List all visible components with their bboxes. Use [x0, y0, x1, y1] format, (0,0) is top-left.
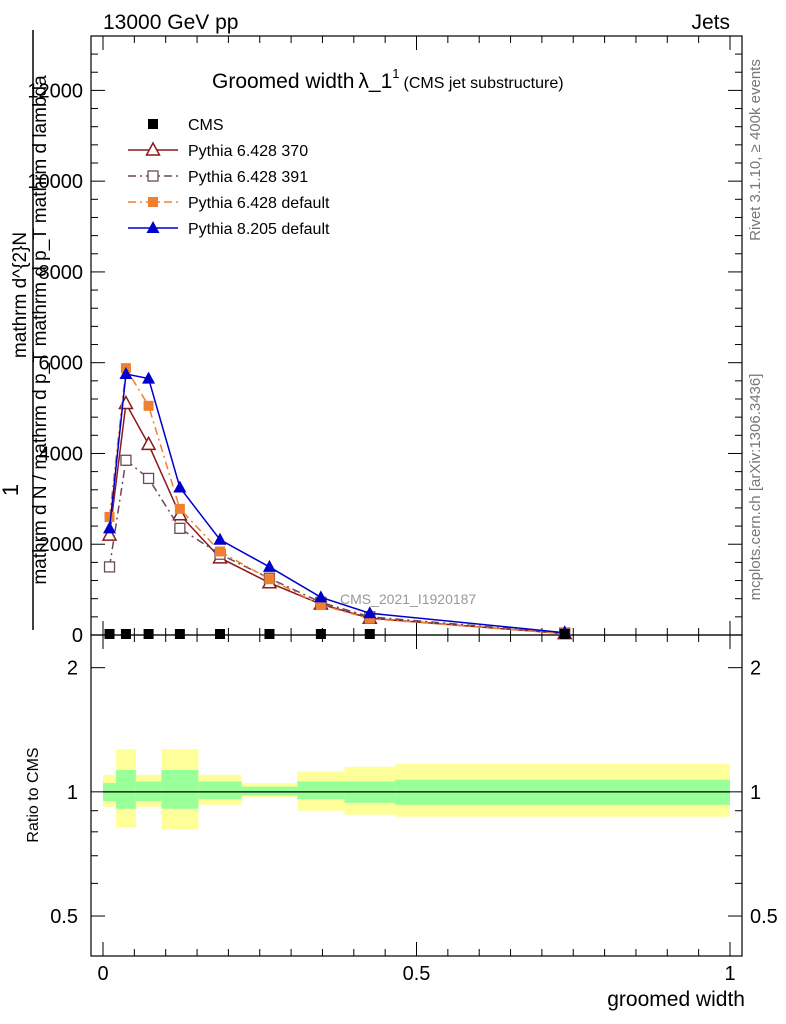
data-point — [173, 480, 187, 493]
data-point — [363, 606, 377, 619]
x-tick-label: 0.5 — [403, 963, 431, 985]
data-point — [314, 590, 328, 603]
data-point — [262, 559, 276, 572]
data-point — [213, 532, 227, 545]
series-pythia-8-205-default — [103, 367, 572, 638]
legend-item: CMS — [148, 117, 224, 134]
chart-title: Groomed width λ_11 (CMS jet substructure) — [212, 66, 564, 93]
legend-item: Pythia 8.205 default — [128, 221, 330, 238]
ratio-y-tick-label: 0.5 — [50, 906, 78, 928]
data-point — [264, 574, 275, 585]
legend-marker — [147, 170, 159, 182]
data-point — [120, 454, 132, 466]
legend-label: Pythia 6.428 391 — [188, 169, 308, 186]
legend-item: Pythia 6.428 default — [128, 195, 330, 212]
chart-title-superscript: 1 — [392, 66, 399, 81]
data-point — [143, 400, 154, 411]
data-point — [142, 371, 156, 384]
data-point — [142, 472, 155, 485]
chart-title-text: Groomed width — [212, 70, 354, 93]
data-point — [104, 512, 115, 522]
data-point — [174, 522, 186, 534]
ratio-y-tick-label: 1 — [67, 782, 78, 804]
header-left: 13000 GeV pp — [103, 11, 238, 34]
ratio-y-tick-label-right: 2 — [750, 658, 761, 680]
data-point — [140, 435, 157, 451]
watermark: CMS_2021_I1920187 — [340, 591, 476, 607]
series-pythia-6-428-391 — [103, 454, 571, 639]
ratio-layer — [103, 749, 730, 830]
data-point — [103, 521, 117, 534]
rivet-label: Rivet 3.1.10, ≥ 400k events — [747, 59, 764, 241]
ratio-plot-frame: 0 0.5 1 0.5 0.5 1 1 2 2 — [50, 634, 778, 985]
legend-marker — [146, 221, 160, 233]
data-point — [143, 629, 154, 639]
y-axis-label: 1 mathrm d^{2}N mathrm d N / mathrm d p_… — [0, 30, 51, 630]
legend-item: Pythia 6.428 391 — [128, 169, 308, 186]
y-label-numerator: mathrm d^{2}N — [10, 232, 31, 358]
data-point — [104, 629, 115, 639]
y-tick-label: 10000 — [27, 171, 83, 193]
ratio-stat-band — [198, 781, 242, 800]
ratio-stat-band — [116, 769, 136, 809]
x-tick-label: 0 — [97, 963, 108, 985]
y-label-denominator: mathrm d N / mathrm d p_T mathrm d p_T m… — [30, 75, 51, 585]
y-tick-label: 12000 — [27, 80, 83, 102]
ratio-y-label: Ratio to CMS — [25, 747, 42, 842]
ratio-stat-band — [297, 781, 345, 800]
legend-marker — [148, 119, 158, 129]
mcplots-label: mcplots.cern.ch [arXiv:1306.3436] — [747, 374, 764, 601]
data-point — [559, 629, 570, 639]
legend-label: CMS — [188, 117, 224, 134]
legend-label: Pythia 6.428 370 — [188, 143, 308, 160]
y-tick-label: 4000 — [39, 443, 84, 465]
data-point — [364, 613, 375, 624]
chart-title-symbol: λ_1 — [358, 70, 392, 93]
data-point — [174, 503, 185, 514]
chart-subtitle: (CMS jet substructure) — [404, 75, 564, 92]
data-point — [364, 629, 375, 639]
data-point — [315, 600, 326, 611]
ratio-y-tick-label-right: 1 — [750, 782, 761, 804]
legend-marker — [148, 197, 158, 207]
data-point — [103, 561, 116, 573]
legend: CMS Pythia 6.428 370 Pythia 6.428 391 Pythi… — [128, 117, 330, 238]
data-point — [315, 629, 326, 639]
data-point — [101, 526, 118, 541]
y-tick-label: 0 — [72, 625, 83, 647]
ratio-y-tick-label-right: 0.5 — [750, 906, 778, 928]
data-point — [214, 629, 225, 639]
y-tick-label: 8000 — [39, 262, 84, 284]
ratio-stat-band — [135, 781, 162, 802]
legend-marker — [145, 141, 161, 156]
series-line — [108, 365, 565, 635]
series-cms — [104, 629, 570, 639]
legend-label: Pythia 8.205 default — [188, 221, 330, 238]
series-layer — [101, 363, 573, 640]
data-point — [214, 546, 225, 557]
header-right: Jets — [691, 11, 730, 34]
x-tick-label: 1 — [724, 963, 735, 985]
ratio-y-tick-label: 2 — [67, 658, 78, 680]
legend-label: Pythia 6.428 default — [188, 195, 330, 212]
data-point — [120, 629, 131, 639]
y-label-one: 1 — [0, 484, 23, 496]
ratio-stat-band — [241, 786, 298, 796]
legend-item: Pythia 6.428 370 — [128, 141, 308, 160]
ratio-stat-band — [161, 769, 199, 809]
x-axis-label: groomed width — [607, 988, 745, 1011]
y-tick-label: 6000 — [39, 353, 84, 375]
data-point — [174, 629, 185, 639]
main-plot-frame: 0 2000 4000 6000 8000 10000 12000 — [27, 35, 743, 647]
data-point — [264, 629, 275, 639]
data-point — [119, 367, 133, 380]
y-tick-label: 2000 — [39, 534, 84, 556]
